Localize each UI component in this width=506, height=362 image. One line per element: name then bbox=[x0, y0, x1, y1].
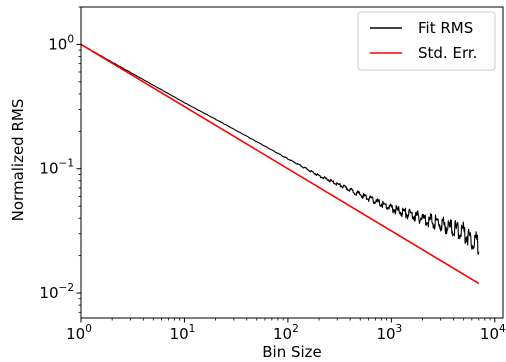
y-tick-label: 10−1 bbox=[39, 158, 74, 178]
x-tick-label: 103 bbox=[376, 323, 402, 343]
x-axis-label: Bin Size bbox=[262, 343, 322, 361]
legend-label-std-err: Std. Err. bbox=[418, 44, 477, 62]
series-line-fit-rms bbox=[80, 43, 480, 255]
y-tick-label: 100 bbox=[48, 33, 74, 53]
x-tick-label: 102 bbox=[273, 323, 299, 343]
axes: 100 101 102 103 104 100 10−1 10−2 bbox=[39, 6, 506, 343]
y-axis-label: Normalized RMS bbox=[9, 99, 27, 222]
x-tick-label: 104 bbox=[480, 323, 506, 343]
x-tick-label: 100 bbox=[66, 323, 92, 343]
legend: Fit RMS Std. Err. bbox=[357, 11, 496, 71]
legend-box bbox=[357, 11, 496, 71]
plot-area bbox=[80, 43, 480, 285]
y-tick-label: 10−2 bbox=[39, 282, 74, 302]
series-line-std-err bbox=[80, 43, 480, 285]
plot-frame bbox=[80, 6, 504, 319]
x-tick-label: 101 bbox=[170, 323, 196, 343]
legend-label-fit-rms: Fit RMS bbox=[418, 19, 473, 37]
